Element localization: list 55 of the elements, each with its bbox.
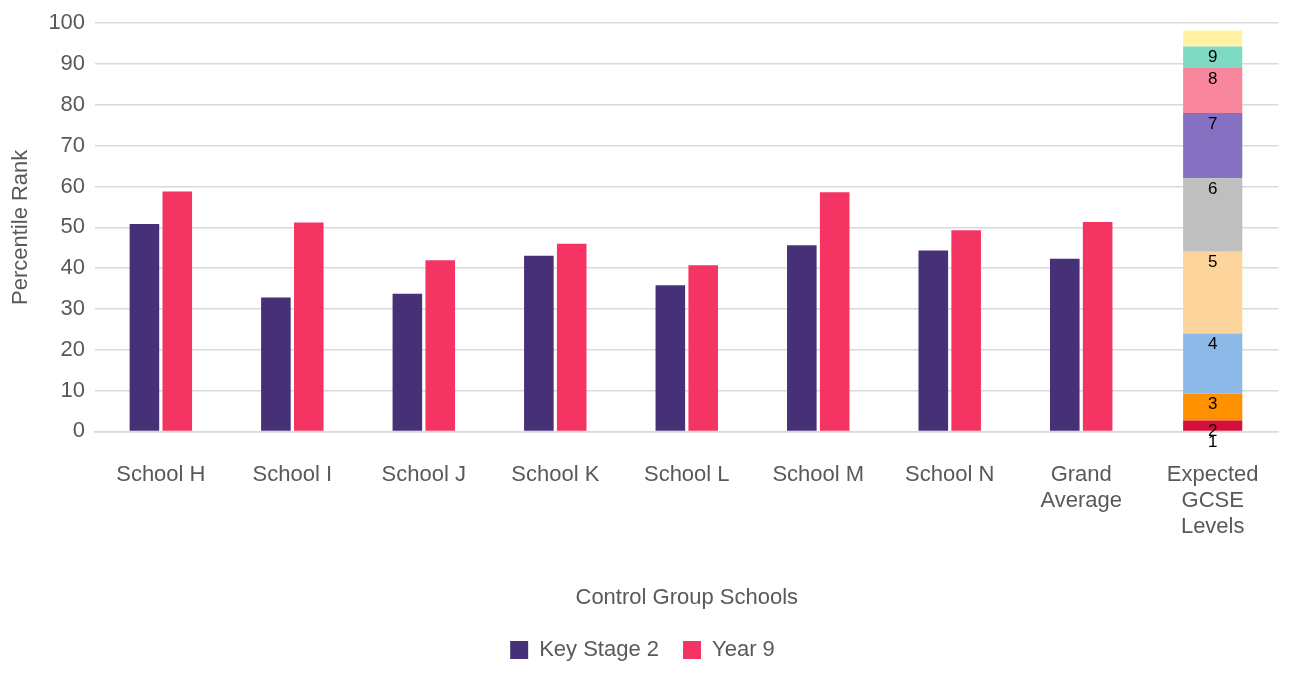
legend-label: Year 9 (712, 636, 775, 662)
bar (293, 222, 324, 431)
x-tick-label: School M (772, 460, 865, 486)
bar (688, 265, 718, 431)
legend-label: Key Stage 2 (539, 636, 660, 662)
bar (819, 192, 850, 431)
bar (1183, 251, 1243, 334)
series-label: 8 (1207, 68, 1218, 88)
y-tick-label: 70 (60, 131, 86, 157)
series-label: 5 (1207, 252, 1218, 272)
x-tick-label: School J (381, 460, 466, 486)
x-tick-label: School H (116, 460, 206, 486)
bar (918, 250, 949, 431)
x-axis-title: Control Group Schools (575, 583, 799, 609)
x-tick-label: School I (252, 460, 333, 486)
bar (556, 243, 587, 431)
bar (1183, 30, 1243, 47)
bar (392, 293, 423, 431)
y-tick-label: 40 (60, 254, 86, 280)
bar (1183, 68, 1243, 113)
y-tick-label: 10 (60, 376, 86, 402)
x-tick-label: Expected GCSE Levels (1166, 460, 1259, 539)
y-tick-label: 50 (60, 213, 86, 239)
series-label: 9 (1207, 47, 1218, 67)
bar (1049, 258, 1080, 431)
series-label: 4 (1207, 334, 1218, 354)
series-label: 7 (1207, 113, 1218, 133)
y-tick-label: 90 (60, 50, 86, 76)
bar (787, 245, 817, 431)
x-tick-label: Grand Average (1040, 460, 1122, 513)
series-label: 3 (1207, 394, 1218, 414)
y-tick-label: 30 (60, 295, 86, 320)
x-tick-label: School L (643, 460, 730, 486)
bar (1183, 46, 1243, 69)
y-tick-label: 80 (60, 90, 86, 116)
x-tick-label: School N (905, 460, 995, 486)
bar (425, 260, 456, 431)
bar (1183, 333, 1243, 394)
y-tick-label: 60 (60, 172, 86, 198)
bar (1183, 113, 1243, 179)
bar (1183, 393, 1243, 421)
y-axis-title: Percentile Rank (7, 148, 33, 305)
series-label: 6 (1207, 179, 1218, 198)
bar (655, 285, 686, 431)
y-tick-label: 20 (60, 335, 86, 361)
bar (1082, 221, 1113, 431)
bar (129, 224, 160, 431)
bar (1183, 178, 1243, 252)
bar (261, 297, 291, 431)
y-tick-label: 100 (48, 9, 86, 35)
x-tick-label: School K (511, 460, 600, 486)
bar (951, 230, 981, 431)
bar (524, 255, 554, 431)
y-tick-label: 0 (72, 417, 86, 443)
bar (162, 191, 193, 431)
